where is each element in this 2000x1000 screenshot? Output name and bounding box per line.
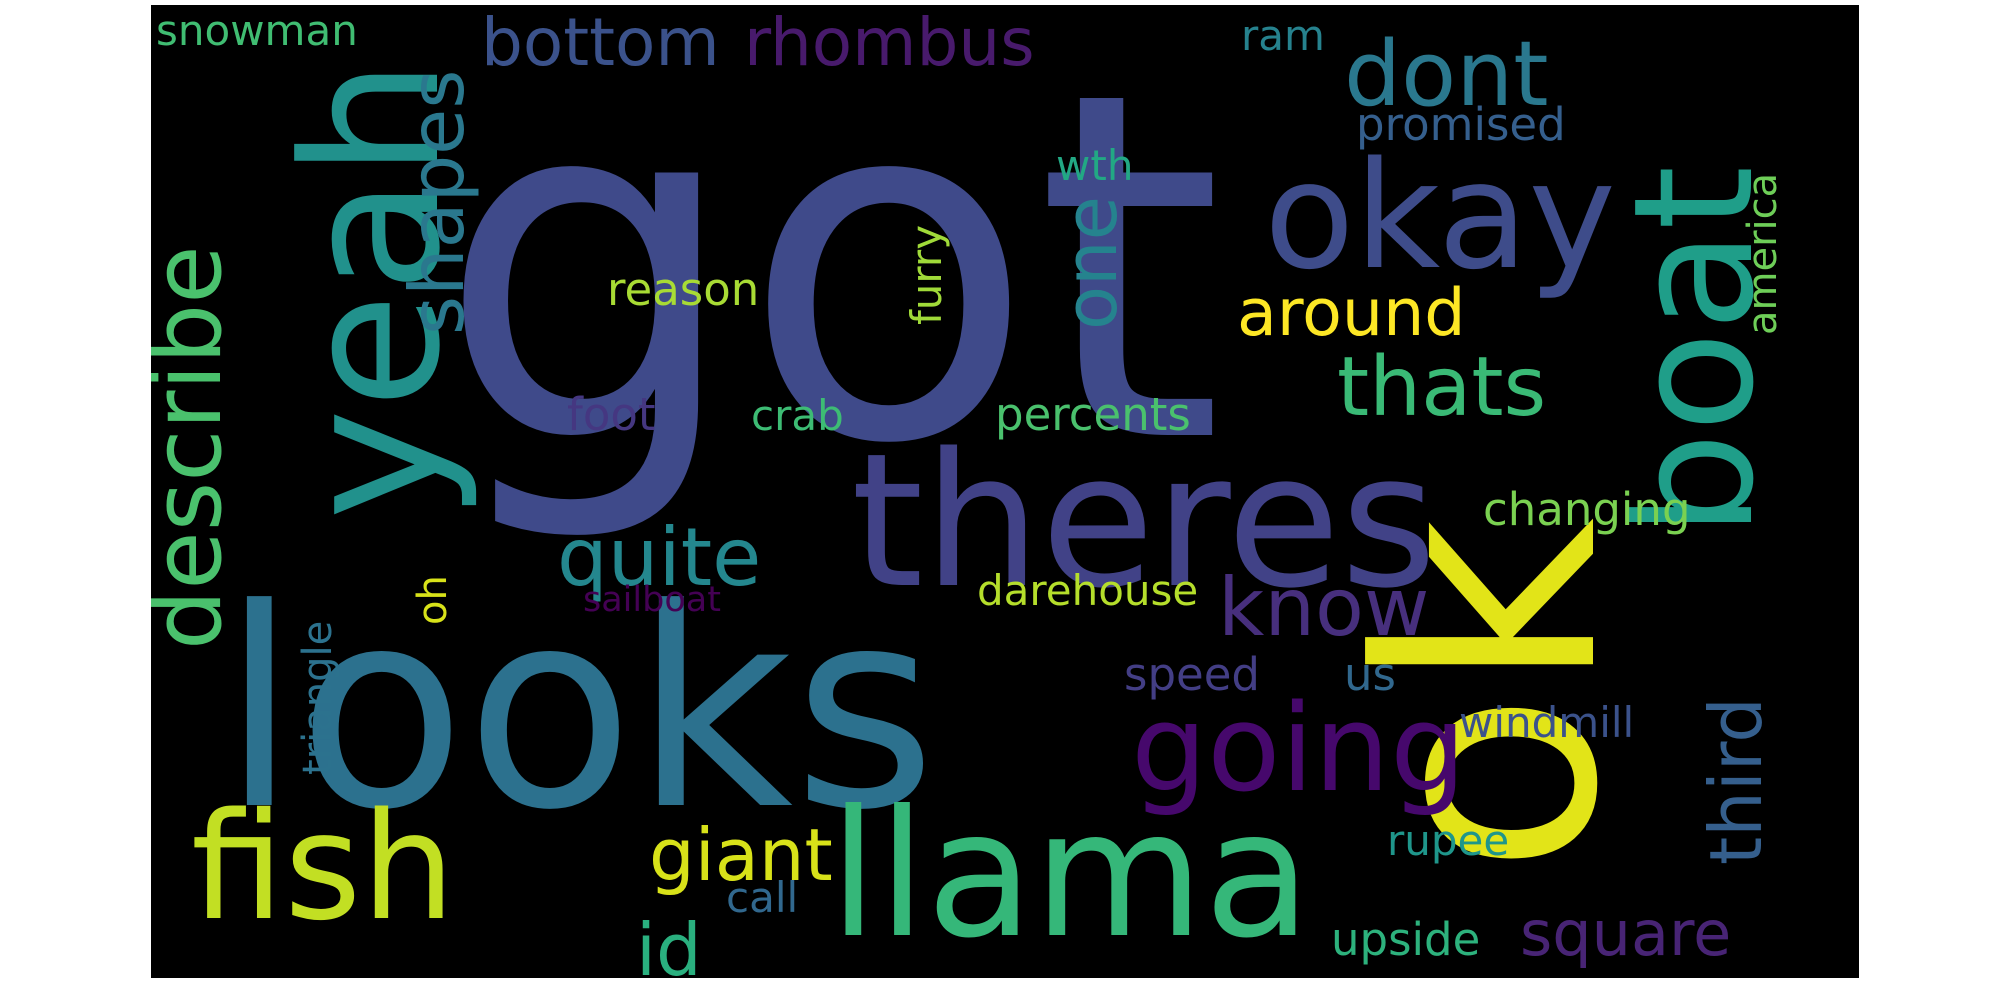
word-square: square [1520, 897, 1731, 970]
word-one: one [1049, 196, 1133, 330]
word-dont: dont [1344, 22, 1549, 127]
word-upside: upside [1331, 913, 1480, 966]
word-third: third [1694, 697, 1778, 865]
word-id: id [636, 908, 702, 978]
word-foot: foot [567, 388, 656, 441]
word-promised: promised [1356, 98, 1566, 151]
word-america: america [1740, 173, 1786, 335]
word-crab: crab [751, 391, 844, 440]
word-describe: describe [151, 245, 243, 650]
word-got: got [437, 5, 1224, 549]
word-snowman: snowman [156, 6, 358, 55]
word-cloud-panel: got looks ok theres yeah llama okay boat fish goi… [151, 5, 1859, 978]
word-going: going [1131, 680, 1466, 819]
word-reason: reason [607, 263, 759, 316]
word-speed: speed [1124, 648, 1260, 701]
word-know: know [1218, 561, 1429, 654]
word-rupee: rupee [1387, 816, 1509, 865]
word-theres: theres [851, 413, 1437, 629]
word-ok: ok [1315, 518, 1664, 875]
word-triangle: triangle [295, 621, 341, 775]
word-percents: percents [995, 388, 1191, 441]
word-oh: oh [410, 575, 456, 625]
word-windmill: windmill [1459, 698, 1634, 747]
word-darehouse: darehouse [977, 566, 1198, 615]
word-ram: ram [1241, 11, 1325, 60]
word-looks: looks [221, 550, 936, 870]
word-call: call [726, 873, 798, 922]
word-changing: changing [1483, 483, 1691, 536]
word-thats: thats [1337, 340, 1546, 435]
word-yeah: yeah [263, 59, 482, 520]
word-around: around [1237, 276, 1466, 351]
word-rhombus: rhombus [744, 5, 1035, 81]
word-boat: boat [1598, 166, 1790, 538]
word-quite: quite [557, 511, 761, 604]
word-wth: wth [1056, 141, 1133, 190]
word-giant: giant [649, 813, 833, 897]
word-sailboat: sailboat [583, 580, 721, 620]
word-furry: furry [902, 225, 951, 325]
word-shapes: shapes [393, 70, 481, 335]
word-fish: fish [191, 781, 455, 953]
word-llama: llama [829, 774, 1311, 977]
word-bottom: bottom [481, 5, 720, 81]
word-okay: okay [1264, 130, 1616, 302]
word-us: us [1344, 648, 1396, 701]
